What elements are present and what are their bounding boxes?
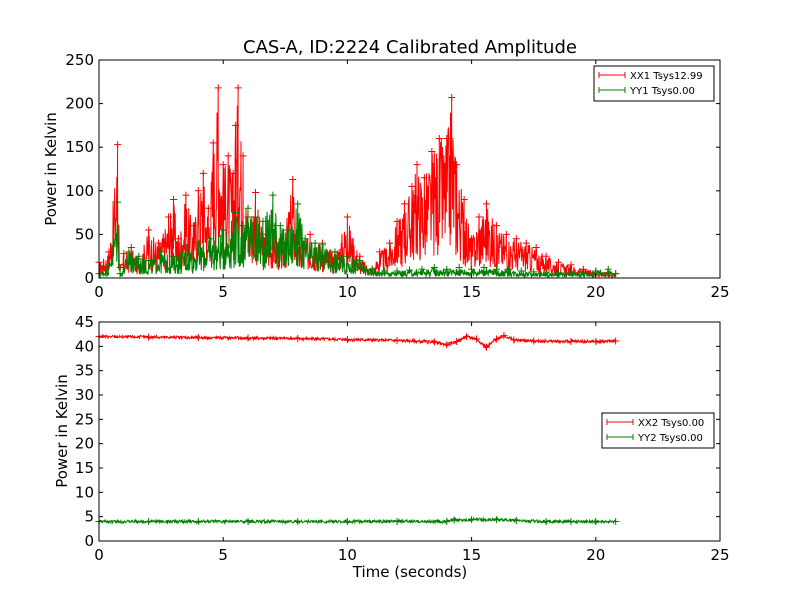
legend-label: YY1 Tsys0.00 bbox=[629, 86, 695, 97]
legend-box bbox=[593, 65, 715, 102]
y-tick-label: 0 bbox=[84, 532, 94, 550]
y-tick-label: 10 bbox=[75, 483, 94, 501]
series-line bbox=[98, 516, 617, 525]
legend-box bbox=[601, 412, 715, 449]
plot-frame bbox=[98, 59, 721, 279]
x-tick-label: 20 bbox=[586, 546, 605, 564]
x-tick-label: 10 bbox=[338, 546, 357, 564]
x-tick-label: 0 bbox=[94, 283, 104, 301]
y-tick-label: 50 bbox=[75, 225, 94, 243]
bottom-y-axis-label: Power in Kelvin bbox=[53, 374, 71, 488]
y-tick-label: 100 bbox=[65, 182, 94, 200]
x-tick-label: 25 bbox=[710, 283, 729, 301]
y-tick-label: 35 bbox=[75, 362, 94, 380]
plot-frame bbox=[98, 321, 721, 542]
y-tick-label: 30 bbox=[75, 386, 94, 404]
top-y-axis-label: Power in Kelvin bbox=[42, 112, 60, 226]
series-yy1-tsys0-00 bbox=[95, 191, 620, 279]
y-tick-label: 150 bbox=[65, 138, 94, 156]
y-tick-label: 25 bbox=[75, 410, 94, 428]
y-tick-label: 5 bbox=[84, 508, 94, 526]
legend-label: XX2 Tsys0.00 bbox=[638, 418, 704, 429]
y-tick-label: 45 bbox=[75, 313, 94, 331]
x-tick-label: 10 bbox=[338, 283, 357, 301]
y-tick-label: 250 bbox=[65, 51, 94, 69]
x-tick-label: 15 bbox=[462, 546, 481, 564]
legend: XX1 Tsys12.99 YY1 Tsys0.00 bbox=[593, 65, 715, 102]
y-tick-label: 200 bbox=[65, 95, 94, 113]
x-tick-label: 25 bbox=[710, 546, 729, 564]
x-tick-label: 5 bbox=[218, 283, 228, 301]
x-tick-label: 15 bbox=[462, 283, 481, 301]
chart-title: CAS-A, ID:2224 Calibrated Amplitude bbox=[243, 37, 577, 58]
x-tick-label: 0 bbox=[94, 546, 104, 564]
y-tick-label: 15 bbox=[75, 459, 94, 477]
bottom-x-axis-label: Time (seconds) bbox=[352, 563, 468, 581]
series-line bbox=[98, 87, 617, 279]
y-tick-label: 20 bbox=[75, 435, 94, 453]
series-line bbox=[98, 333, 617, 350]
y-tick-label: 40 bbox=[75, 337, 94, 355]
x-tick-label: 5 bbox=[218, 546, 228, 564]
bottom-plot-panel: 0 5 10 15 20 25 0 5 10 15 20 25 30 35 40 45 XX2 Tsys0.00… bbox=[75, 313, 730, 564]
legend-label: XX1 Tsys12.99 bbox=[630, 71, 703, 82]
legend-label: YY2 Tsys0.00 bbox=[637, 433, 703, 444]
series-line bbox=[98, 195, 617, 279]
y-tick-label: 0 bbox=[84, 269, 94, 287]
x-tick-label: 20 bbox=[586, 283, 605, 301]
legend: XX2 Tsys0.00 YY2 Tsys0.00 bbox=[601, 412, 715, 449]
